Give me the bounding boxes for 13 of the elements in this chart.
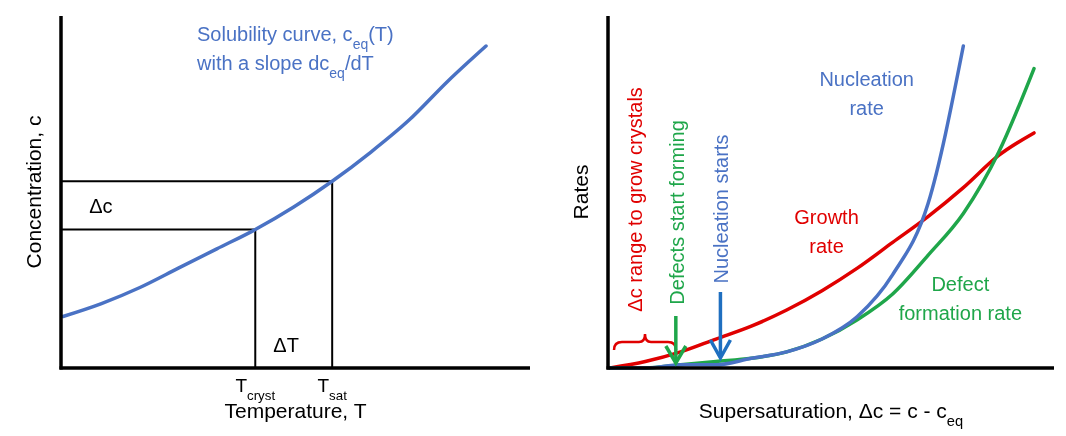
x-tick-label: T$_{sat}$ <box>317 375 348 403</box>
text: Solubility curve, c$_{eq}$(T) with a slope dc$_{eq}$/dT <box>197 22 394 81</box>
x-axis-title: Supersaturation, Δc = c - c$_{eq}$ <box>698 399 964 429</box>
annotation: ΔT <box>273 334 299 357</box>
series-label: Growth rate <box>794 205 859 257</box>
y-axis-title: Rates <box>569 164 592 220</box>
annotation: Δc range to grow crystals <box>624 87 647 312</box>
series-label: Defect formation rate <box>898 272 1023 324</box>
annotation: Nucleation starts <box>710 134 733 284</box>
annotation: Δc <box>89 195 113 218</box>
series-label: Nucleation rate <box>819 68 914 120</box>
y-axis-title: Concentration, c <box>22 115 45 269</box>
annotation: Defects start forming <box>665 120 688 305</box>
